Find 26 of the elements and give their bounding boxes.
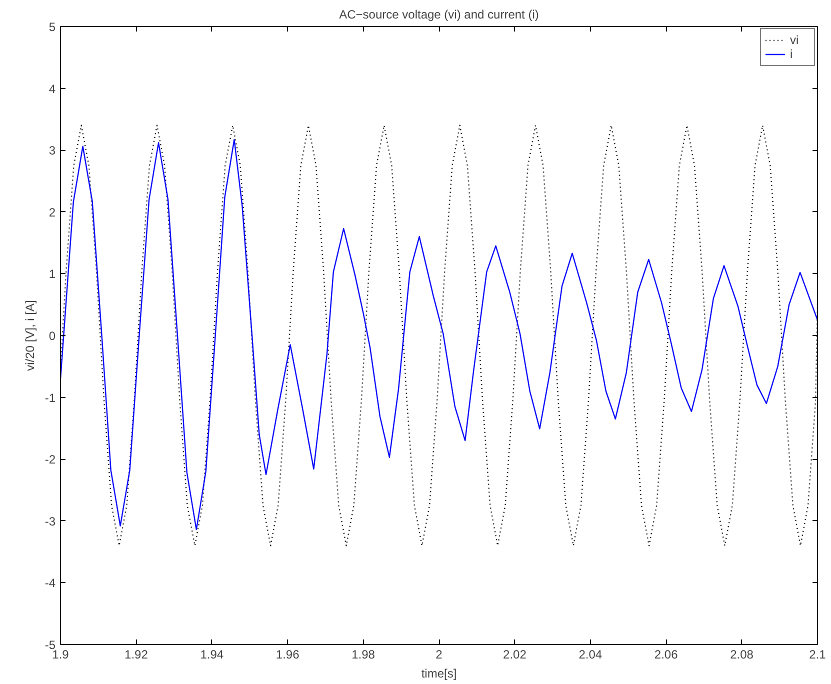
y-tick-label: -3 <box>44 514 56 528</box>
y-tick-label: -4 <box>44 576 56 590</box>
y-tick-label: 3 <box>48 144 56 158</box>
x-tick-label: 2 <box>436 648 443 662</box>
x-tick-label: 1.94 <box>200 648 224 662</box>
x-tick-label: 2.02 <box>503 648 527 662</box>
y-tick-label: 2 <box>48 205 56 220</box>
x-tick-label: 1.92 <box>124 648 148 662</box>
y-axis-title: vi/20 [V], i [A] <box>22 300 37 371</box>
chart-title: AC−source voltage (vi) and current (i) <box>339 8 539 22</box>
x-tick-label: 2.1 <box>809 648 826 662</box>
y-tick-label: -2 <box>44 452 56 467</box>
x-tick-label: 1.98 <box>352 648 376 662</box>
x-tick-label: 1.9 <box>52 648 70 662</box>
y-tick-label: -1 <box>44 390 56 405</box>
y-tick-label: 1 <box>48 267 56 282</box>
x-tick-label: 2.04 <box>578 648 602 662</box>
y-tick-label: 4 <box>48 82 56 96</box>
legend-label: vi <box>790 33 800 47</box>
x-axis-title: time[s] <box>421 666 457 680</box>
x-tick-label: 1.96 <box>276 648 300 662</box>
x-tick-label: 2.08 <box>730 648 754 662</box>
y-tick-label: 5 <box>48 20 56 34</box>
legend-label: i <box>790 47 794 61</box>
x-tick-label: 2.06 <box>654 648 678 662</box>
y-tick-label: 0 <box>48 329 56 343</box>
